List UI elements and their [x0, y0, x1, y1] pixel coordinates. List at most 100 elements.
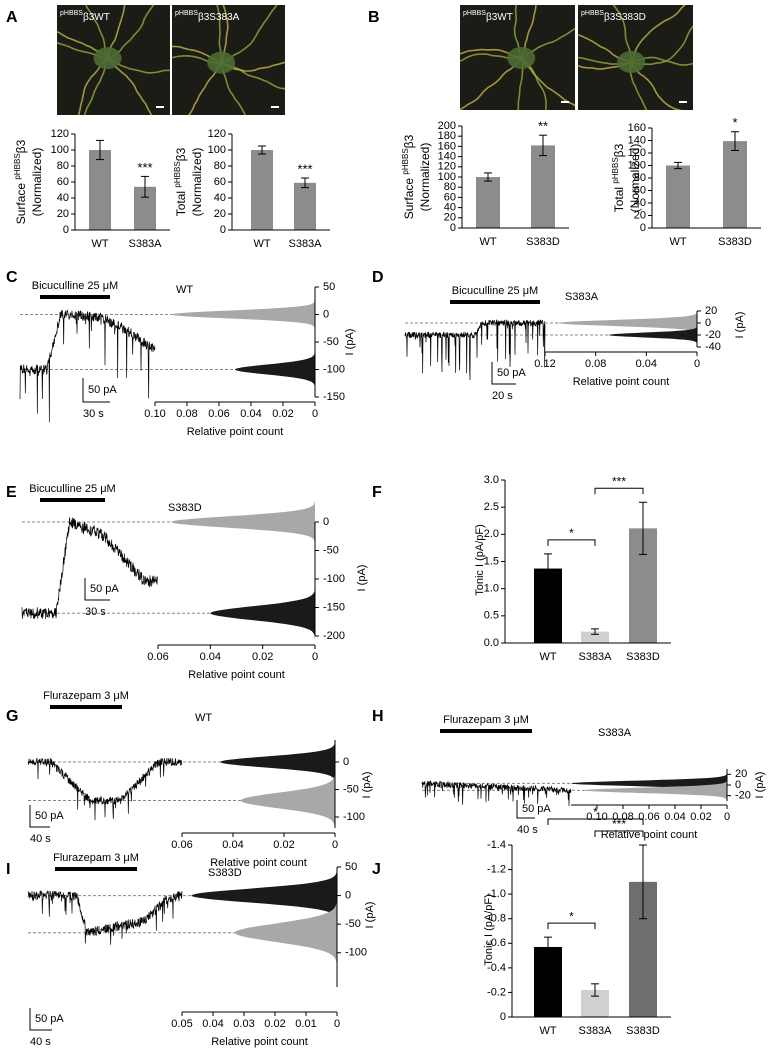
- y-tick-label: -0.6: [487, 937, 506, 949]
- x-tick-label: S383A: [578, 1025, 612, 1037]
- significance: ***: [137, 160, 152, 175]
- y-tick-label: 50: [323, 281, 335, 293]
- y-label-sup: pHBBS: [173, 161, 182, 187]
- histogram: [234, 896, 337, 970]
- label-name: β3WT: [486, 12, 513, 23]
- x-tick-label: S383A: [288, 238, 322, 250]
- scale-bar: [516, 800, 535, 819]
- dendrite: [460, 53, 522, 62]
- x-tick-label: 0.02: [252, 651, 273, 663]
- drug-bar: [55, 867, 137, 871]
- y-tick-label: 60: [214, 176, 226, 188]
- y-tick-label: 1.5: [484, 555, 499, 567]
- y-label-end: β3: [174, 147, 188, 161]
- dendrite: [460, 48, 522, 59]
- label-sup: pHBBS: [60, 10, 83, 17]
- significance: *: [732, 115, 737, 130]
- dendrite: [578, 34, 632, 63]
- scale-current: 50 pA: [522, 803, 551, 815]
- y-tick-label: 20: [634, 209, 646, 221]
- label-sup: pHBBS: [463, 10, 486, 17]
- bracket: [547, 818, 644, 825]
- y-tick-label: -20: [705, 329, 721, 341]
- y-tick-label: -200: [323, 630, 345, 642]
- micrograph: pHBBSβ3S383A: [172, 5, 285, 115]
- y-tick-label: 0.0: [484, 637, 499, 649]
- panel-letter: F: [372, 484, 382, 501]
- y-tick-label: 40: [214, 192, 226, 204]
- scale-time: 40 s: [517, 824, 538, 836]
- y-tick-label: 0: [220, 224, 226, 236]
- x-tick-label: 0.06: [638, 811, 659, 823]
- y-tick-label: -1.4: [487, 839, 506, 851]
- y-tick-label: 20: [214, 208, 226, 220]
- x-tick-label: WT: [91, 238, 108, 250]
- histogram: [240, 769, 335, 832]
- y-axis-label: Total pHBBSβ3: [173, 147, 189, 216]
- y-tick-label: 0: [323, 516, 329, 528]
- x-tick-label: S383D: [626, 651, 660, 663]
- y-label-text: Surface: [14, 180, 28, 225]
- micrograph-label: pHBBSβ3S383A: [175, 10, 240, 22]
- current-trace: [404, 318, 546, 381]
- y-label-text: Total: [174, 188, 188, 217]
- y-tick-label: 40: [57, 192, 69, 204]
- y-label-text: Surface: [402, 175, 416, 220]
- y-tick-label: 80: [214, 160, 226, 172]
- bracket-label: ***: [612, 474, 626, 488]
- x-tick-label: 0: [312, 651, 318, 663]
- scale-bar: [29, 1008, 52, 1031]
- current-trace: [19, 309, 156, 423]
- bar: [666, 165, 690, 228]
- x-tick-label: WT: [253, 238, 270, 250]
- scale-time: 30 s: [83, 408, 104, 420]
- panel-letter: C: [6, 269, 18, 286]
- significance: ***: [297, 161, 312, 176]
- x-tick-label: S383D: [626, 1025, 660, 1037]
- bar: [723, 141, 747, 228]
- scale-current: 50 pA: [497, 367, 526, 379]
- scale-bar: [82, 378, 110, 403]
- y-tick-label: 0: [450, 222, 456, 234]
- y-axis-label: I (pA): [754, 772, 766, 799]
- x-tick-label: 0: [334, 1018, 340, 1030]
- x-axis-label: Relative point count: [187, 426, 284, 438]
- y-tick-label: -100: [323, 573, 345, 585]
- y-axis-label: I (pA): [734, 312, 746, 339]
- y-tick-label: -0.2: [487, 986, 506, 998]
- y-label-end: β3: [14, 139, 28, 153]
- y-axis-label: Tonic I (pA/pF): [483, 894, 495, 966]
- current-trace: [421, 779, 572, 807]
- bracket-label: *: [569, 526, 574, 540]
- histogram: [571, 772, 727, 795]
- y-tick-label: -150: [323, 601, 345, 613]
- x-tick-label: 0: [312, 408, 318, 420]
- y-tick-label: 180: [438, 130, 456, 142]
- x-tick-label: 0.02: [273, 839, 294, 851]
- x-tick-label: 0.06: [208, 408, 229, 420]
- x-tick-label: 0.08: [176, 408, 197, 420]
- y-tick-label: -100: [343, 811, 365, 823]
- dendrite: [578, 56, 632, 65]
- y-tick-label: 100: [208, 144, 226, 156]
- bar: [476, 177, 500, 228]
- scale-current: 50 pA: [35, 810, 64, 822]
- y-tick-label: 160: [628, 122, 646, 134]
- y-tick-label: 20: [735, 768, 747, 780]
- y-tick-label: -1.2: [487, 863, 506, 875]
- x-tick-label: 0.08: [612, 811, 633, 823]
- y-tick-label: 60: [444, 191, 456, 203]
- y-tick-label: 140: [438, 151, 456, 163]
- dendrite: [520, 57, 575, 107]
- x-tick-label: S383A: [128, 238, 162, 250]
- y-tick-label: 20: [444, 212, 456, 224]
- y-axis-label: I (pA): [344, 329, 356, 356]
- y-label-text: Total: [612, 184, 626, 213]
- panel-letter: I: [6, 861, 10, 878]
- dendrite: [220, 5, 229, 63]
- scale-time: 30 s: [85, 606, 106, 618]
- y-tick-label: 0.5: [484, 610, 499, 622]
- dendrite: [517, 57, 524, 110]
- current-trace: [27, 757, 183, 821]
- y-axis-label: Surface pHBBSβ3: [13, 139, 29, 224]
